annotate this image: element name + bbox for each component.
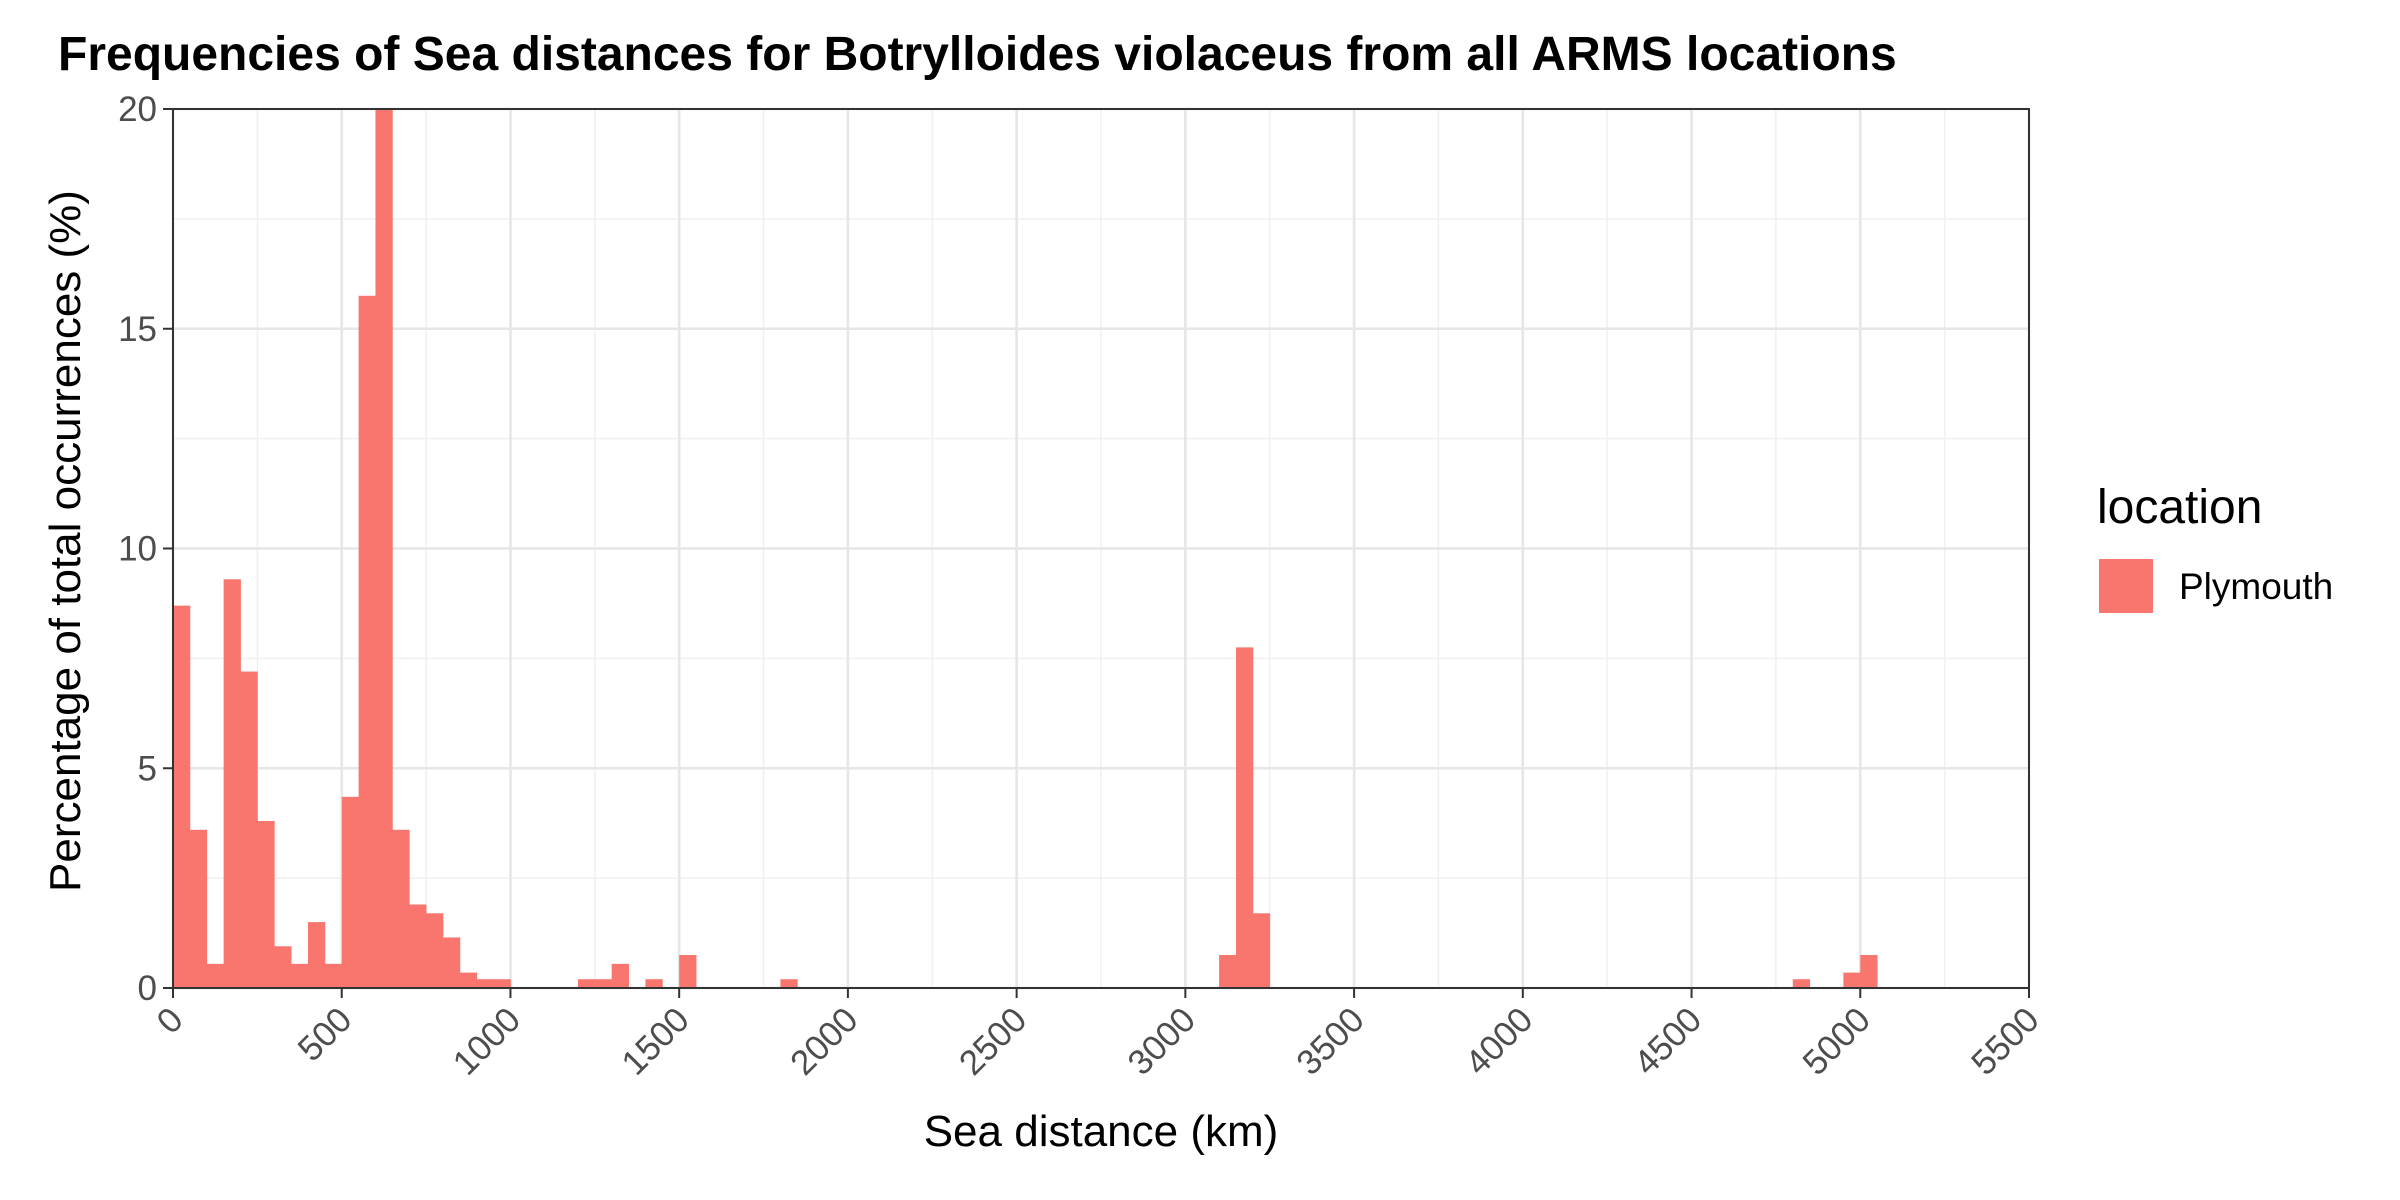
y-tick-label: 0 (138, 969, 157, 1008)
histogram-bar (645, 979, 663, 988)
histogram-bar (409, 904, 427, 988)
x-tick-label: 5000 (1795, 1000, 1878, 1083)
histogram-bar (611, 963, 629, 988)
histogram-bar (173, 605, 191, 988)
histogram-bar (442, 937, 461, 988)
x-tick-label: 1000 (445, 1000, 528, 1083)
histogram-bar (1792, 979, 1811, 988)
histogram-bar (223, 579, 241, 988)
legend-title: location (2097, 481, 2262, 534)
x-tick-label: 500 (291, 1000, 360, 1069)
histogram-bar (459, 972, 478, 988)
y-tick-label: 15 (118, 310, 157, 349)
histogram-bar (594, 979, 613, 988)
y-tick-label: 20 (118, 90, 157, 129)
y-axis-title: Percentage of total occurrences (%) (41, 190, 90, 892)
histogram-bar (274, 946, 292, 988)
histogram-bar (206, 963, 225, 988)
y-tick-label: 5 (138, 749, 157, 788)
histogram-bar (1219, 955, 1237, 988)
histogram-bar (189, 829, 208, 988)
histogram-bar (240, 671, 258, 988)
histogram-bar (780, 979, 798, 988)
histogram-bar (341, 796, 359, 988)
histogram-bar (476, 979, 494, 988)
x-tick-label: 4000 (1458, 1000, 1541, 1083)
histogram-bars (173, 109, 1878, 989)
x-tick-label: 2500 (952, 1000, 1035, 1083)
histogram-bar (426, 913, 444, 988)
histogram-bar (324, 963, 343, 988)
x-tick-label: 1500 (614, 1000, 697, 1083)
x-tick-label: 5500 (1964, 1000, 2047, 1083)
histogram-bar (1843, 972, 1861, 988)
histogram-bar (577, 979, 596, 988)
histogram-bar (1235, 647, 1254, 988)
chart-title: Frequencies of Sea distances for Botryll… (58, 28, 1897, 81)
x-tick-label: 2000 (783, 1000, 866, 1083)
legend: location Plymouth (2097, 481, 2333, 613)
x-axis-title: Sea distance (km) (924, 1107, 1279, 1156)
histogram-bar (358, 295, 376, 989)
legend-key-plymouth (2099, 559, 2153, 613)
histogram-bar (291, 963, 309, 988)
histogram-bar (392, 829, 410, 988)
histogram-bar (257, 820, 275, 988)
x-tick-label: 3500 (1289, 1000, 1372, 1083)
histogram-bar (1860, 955, 1878, 988)
x-tick-label: 3000 (1120, 1000, 1203, 1083)
histogram-bar (493, 979, 511, 988)
histogram-bar (679, 955, 697, 988)
legend-label-plymouth: Plymouth (2179, 566, 2333, 607)
histogram-bar (375, 109, 393, 988)
histogram-bar (307, 922, 326, 988)
y-axis: 0 5 10 15 20 (118, 90, 173, 1008)
x-axis: 0 500 1000 1500 2000 2500 3000 3500 4000 4500 5000… (149, 988, 2047, 1083)
histogram-bar (1252, 913, 1271, 988)
grid-lines (171, 107, 2031, 990)
y-tick-label: 10 (118, 530, 157, 569)
x-tick-label: 4500 (1627, 1000, 1710, 1083)
